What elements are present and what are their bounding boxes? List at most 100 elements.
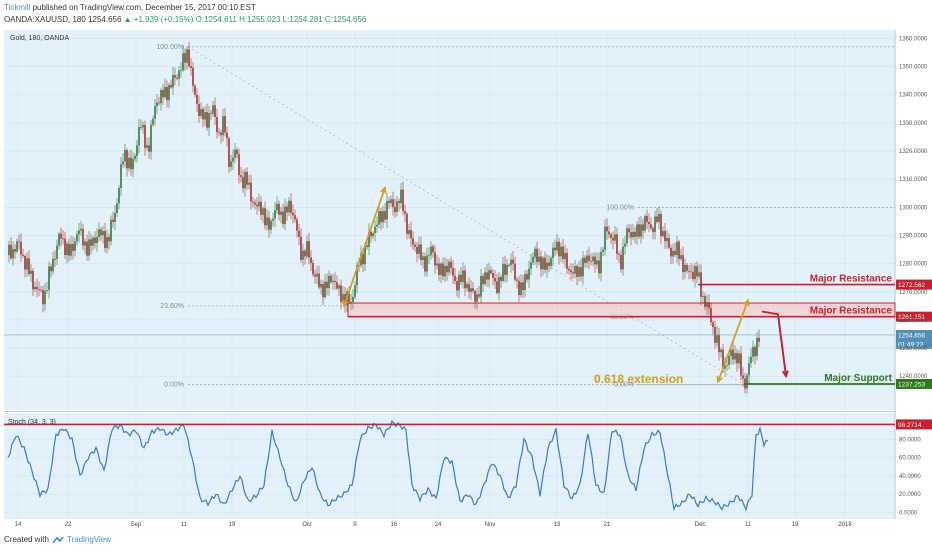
candle-body — [488, 270, 490, 280]
candle — [220, 129, 222, 144]
tradingview-brand[interactable]: TradingView — [67, 535, 112, 544]
candle — [88, 231, 90, 261]
candle — [560, 242, 562, 262]
candle-body — [304, 250, 306, 257]
candle-body — [556, 241, 558, 251]
time-tick-label: 11 — [181, 522, 188, 528]
candle-body — [666, 238, 668, 242]
candle — [626, 224, 628, 247]
candle-body — [702, 296, 704, 297]
candle-body — [492, 272, 494, 278]
candle-body — [456, 281, 458, 291]
candle — [260, 196, 262, 221]
candle-body — [164, 87, 166, 98]
candle — [300, 228, 302, 263]
candle-body — [684, 264, 686, 272]
candle — [54, 250, 56, 268]
candle-body — [386, 200, 388, 220]
candle — [114, 204, 116, 231]
candle — [650, 217, 652, 231]
candle — [50, 263, 52, 278]
candle-body — [688, 270, 690, 272]
candle — [252, 196, 254, 208]
candle — [130, 149, 132, 176]
candle-body — [638, 224, 640, 237]
candle-body — [190, 66, 192, 68]
candle — [468, 277, 470, 299]
candle — [404, 204, 406, 223]
candle — [62, 230, 64, 245]
candle-body — [758, 337, 760, 342]
candle — [600, 247, 602, 282]
candle-body — [184, 53, 186, 63]
candle-body — [14, 249, 16, 252]
candle-body — [84, 241, 86, 246]
stochastic-tick-label: 40.0000 — [899, 474, 921, 480]
candle-body — [78, 230, 80, 235]
candle — [202, 106, 204, 128]
candle — [566, 248, 568, 275]
tradingview-logo-icon — [52, 536, 64, 544]
fib-retracement-label: 23.60% — [160, 303, 184, 310]
chart-area[interactable]: 100.00% 23.60% 0.00% 100.00% 38.20% 0.00% 127… — [0, 30, 932, 530]
fib-retracement-label: 100.00% — [156, 44, 184, 51]
candle — [264, 201, 266, 230]
candle — [392, 191, 394, 216]
candle — [330, 273, 332, 284]
candle-body — [256, 204, 258, 207]
extension-arrow-down-head — [716, 375, 723, 384]
candle-body — [118, 187, 120, 204]
candle-body — [742, 375, 744, 379]
publisher-name[interactable]: Tickmill — [4, 3, 31, 12]
candle-body — [466, 284, 468, 289]
candle — [466, 281, 468, 291]
candle-body — [392, 199, 394, 208]
candle-body — [518, 280, 520, 296]
candle-body — [692, 272, 694, 280]
candle — [640, 216, 642, 244]
candle-body — [592, 256, 594, 261]
candle-body — [546, 262, 548, 270]
projection-arrow-shaft — [777, 314, 787, 377]
candle-body — [726, 364, 728, 366]
candle-body — [76, 234, 78, 242]
candle-body — [10, 244, 12, 259]
candle — [340, 279, 342, 310]
candle — [120, 157, 122, 197]
candle — [524, 270, 526, 297]
candle-body — [504, 264, 506, 275]
candle-body — [360, 253, 362, 266]
candle-body — [378, 211, 380, 225]
candle-body — [476, 294, 478, 302]
candle-body — [222, 116, 224, 136]
candle — [514, 256, 516, 282]
candle — [716, 325, 718, 347]
level-label: Major Resistance — [810, 274, 893, 285]
candle-body — [294, 215, 296, 220]
stochastic-tick-label: 20.0000 — [899, 492, 921, 498]
chart-title: Gold, 180, OANDA — [10, 35, 69, 42]
candle — [316, 265, 318, 285]
candle — [592, 253, 594, 267]
candle-body — [730, 349, 732, 357]
candle-body — [618, 253, 620, 255]
candle — [416, 241, 418, 263]
candle-body — [718, 334, 720, 353]
current-price-tag — [896, 329, 932, 340]
candle-body — [198, 103, 200, 116]
candle — [200, 102, 202, 119]
candle-body — [736, 353, 738, 364]
candle-body — [220, 132, 222, 136]
candle-body — [44, 290, 46, 305]
candle — [654, 210, 656, 240]
candle — [80, 220, 82, 236]
stochastic-line — [7, 419, 769, 512]
swing-arrow-down — [342, 187, 386, 308]
candle — [140, 119, 142, 131]
candle — [124, 144, 126, 168]
candle-body — [90, 239, 92, 246]
candle-body — [480, 276, 482, 297]
candle — [432, 243, 434, 258]
candle — [24, 254, 26, 278]
candle — [556, 234, 558, 255]
